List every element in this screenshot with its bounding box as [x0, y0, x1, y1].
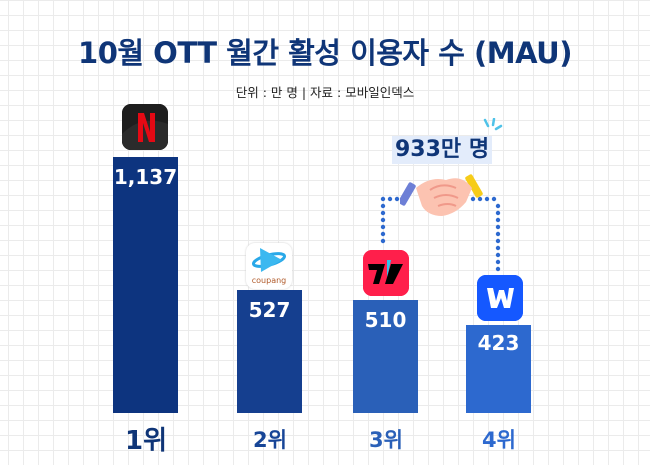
bar-rank-4: 423	[466, 325, 531, 413]
chart-title: 10월 OTT 월간 활성 이용자 수 (MAU)	[78, 36, 572, 70]
bar-value: 423	[477, 331, 520, 355]
bar-rank-1: 1,137	[113, 157, 178, 413]
bar-value: 527	[248, 298, 291, 322]
svg-text:coupang: coupang	[252, 276, 287, 285]
bar-rank-3: 510	[353, 300, 418, 413]
merger-total-callout: 933만 명	[392, 136, 493, 164]
connector-dotted-line	[380, 196, 501, 272]
bar-value: 1,137	[113, 165, 178, 189]
rank-label-1: 1위	[124, 426, 167, 456]
coupang-play-logo-icon: coupang	[246, 243, 292, 289]
rank-label-4: 4위	[482, 428, 516, 452]
chart-subtitle: 단위 : 만 명 | 자료 : 모바일인덱스	[235, 85, 415, 100]
sparkle-icon	[483, 118, 503, 131]
netflix-logo-icon	[122, 104, 168, 150]
handshake-icon	[400, 174, 483, 216]
wavve-logo-icon	[477, 275, 523, 321]
bar-value: 510	[364, 308, 407, 332]
tving-logo-icon	[363, 250, 409, 296]
rank-label-2: 2위	[253, 428, 287, 452]
bar-rank-2: 527	[237, 290, 302, 413]
rank-label-3: 3위	[369, 428, 403, 452]
